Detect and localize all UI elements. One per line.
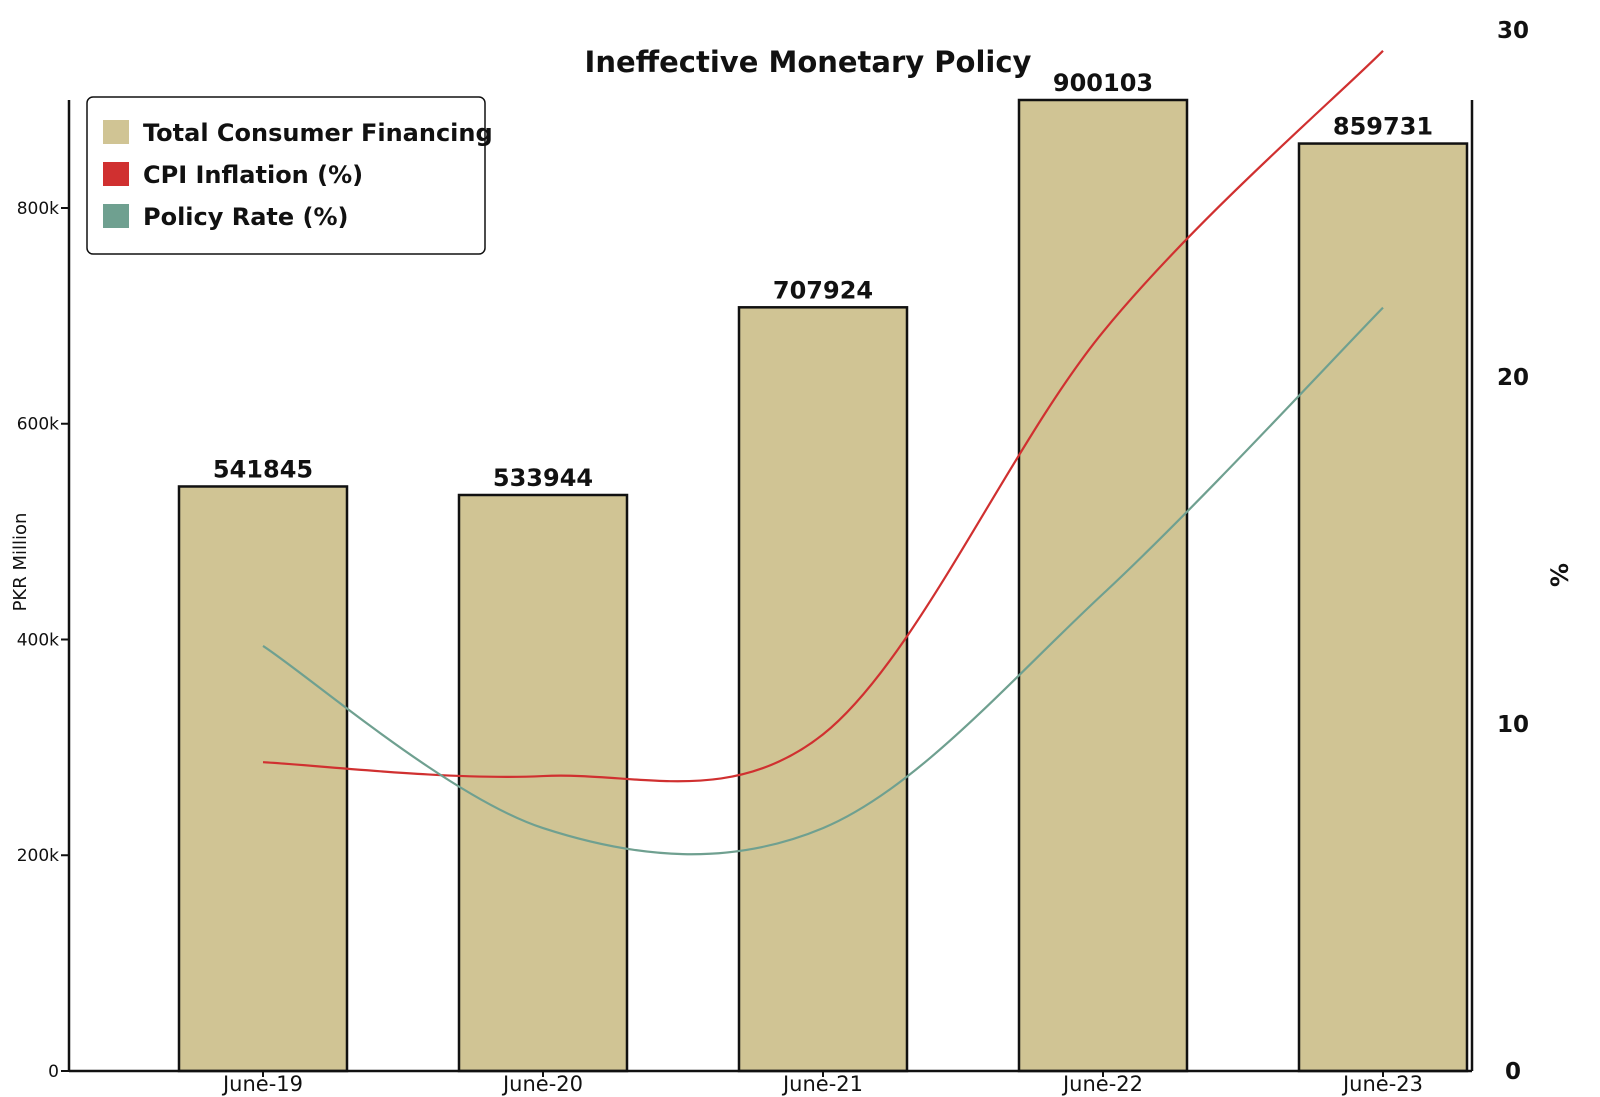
x-tick-label: June-19 [221, 1072, 303, 1096]
bar-june-22 [1017, 98, 1189, 1073]
y2-tick-label: 20 [1497, 365, 1529, 391]
x-ticks: June-19 June-20 June-21 June-22 June-23 [221, 1071, 1423, 1096]
y2-tick-label: 0 [1505, 1059, 1521, 1085]
bar-group: 541845 533944 707924 900103 859731 [177, 69, 1469, 1073]
bar-value-label: 859731 [1333, 113, 1433, 141]
x-tick-label: June-22 [1061, 1072, 1143, 1096]
bar-value-label: 533944 [493, 464, 593, 492]
x-tick-label: June-20 [501, 1072, 583, 1096]
x-tick-label: June-21 [781, 1072, 863, 1096]
y-tick-label: 600k [17, 415, 59, 435]
line-policy-rate [262, 306, 1384, 856]
x-tick-label: June-23 [1341, 1072, 1423, 1096]
y-tick-label: 400k [17, 630, 59, 650]
bar-june-19 [177, 485, 349, 1073]
right-y-ticks: 0 10 20 30 [1497, 18, 1529, 1085]
legend-label: CPI Inflation (%) [143, 161, 363, 189]
y-tick-label: 800k [17, 199, 59, 219]
legend-label: Total Consumer Financing [143, 119, 493, 147]
legend-box [86, 96, 486, 255]
legend-label: Policy Rate (%) [143, 203, 349, 231]
bar-june-20 [457, 493, 629, 1073]
bar-value-label: 707924 [773, 276, 873, 304]
legend-swatch [103, 120, 129, 144]
line-cpi-inflation [262, 50, 1384, 783]
line-group [262, 50, 1384, 856]
bar-value-label: 900103 [1053, 69, 1153, 97]
legend-swatch [103, 204, 129, 228]
y2-axis-label: % [1546, 563, 1574, 587]
bar-june-23 [1297, 142, 1469, 1073]
chart-title: Ineffective Monetary Policy [585, 45, 1032, 79]
y-axis-label: PKR Million [10, 513, 31, 612]
y2-tick-label: 10 [1497, 712, 1529, 738]
left-y-ticks: 0 200k 400k 600k 800k [17, 199, 69, 1082]
bar-june-21 [737, 306, 909, 1073]
legend: Total Consumer Financing CPI Inflation (%… [86, 96, 493, 255]
y2-tick-label: 30 [1497, 18, 1529, 44]
bar-value-label: 541845 [213, 455, 313, 483]
y-tick-label: 0 [48, 1062, 59, 1082]
legend-swatch [103, 162, 129, 186]
y-tick-label: 200k [17, 846, 59, 866]
